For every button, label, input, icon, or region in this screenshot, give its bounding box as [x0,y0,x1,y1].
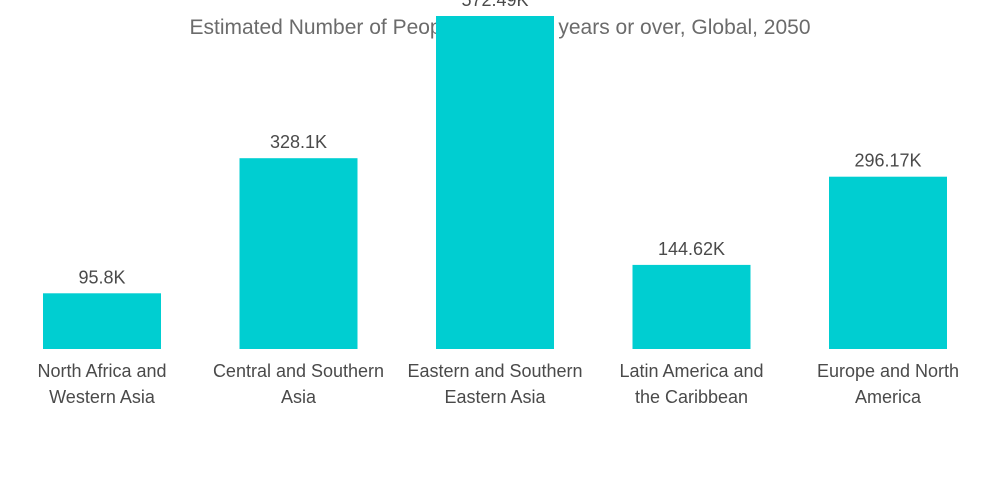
category-label-1: Central and Southern Asia [213,361,384,407]
bar-3 [632,264,751,349]
bar-value-label-0: 95.8K [78,267,125,287]
category-label-3: Latin America and the Caribbean [619,361,763,407]
bar-value-label-2: 572.49K [461,0,528,10]
bar-value-label-4: 296.17K [854,151,921,171]
bar-2 [436,16,554,349]
category-label-4: Europe and North America [817,361,959,407]
bar-4 [829,176,947,349]
bar-value-label-3: 144.62K [658,239,725,259]
bar-0 [43,293,161,349]
category-label-0: North Africa and Western Asia [37,361,166,407]
bar-1 [239,158,358,349]
category-label-2: Eastern and Southern Eastern Asia [407,361,582,407]
bar-value-label-1: 328.1K [270,132,327,152]
